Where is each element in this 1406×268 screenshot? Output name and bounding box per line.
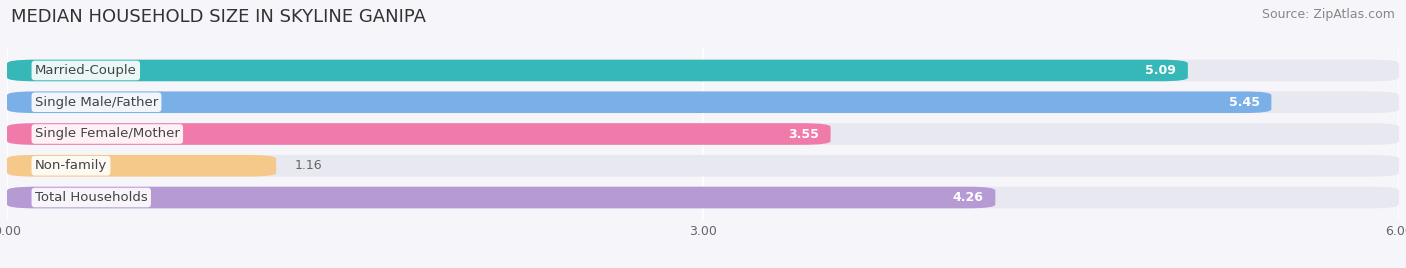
Text: 5.09: 5.09 bbox=[1146, 64, 1177, 77]
FancyBboxPatch shape bbox=[7, 91, 1399, 113]
FancyBboxPatch shape bbox=[7, 123, 831, 145]
Text: MEDIAN HOUSEHOLD SIZE IN SKYLINE GANIPA: MEDIAN HOUSEHOLD SIZE IN SKYLINE GANIPA bbox=[11, 8, 426, 26]
FancyBboxPatch shape bbox=[7, 123, 1399, 145]
FancyBboxPatch shape bbox=[7, 155, 276, 177]
FancyBboxPatch shape bbox=[7, 155, 1399, 177]
FancyBboxPatch shape bbox=[7, 187, 995, 208]
FancyBboxPatch shape bbox=[7, 91, 1271, 113]
Text: 4.26: 4.26 bbox=[953, 191, 984, 204]
Text: Single Male/Father: Single Male/Father bbox=[35, 96, 157, 109]
FancyBboxPatch shape bbox=[7, 187, 1399, 208]
Text: 1.16: 1.16 bbox=[295, 159, 322, 172]
Text: Total Households: Total Households bbox=[35, 191, 148, 204]
Text: Non-family: Non-family bbox=[35, 159, 107, 172]
Text: 5.45: 5.45 bbox=[1229, 96, 1260, 109]
Text: Married-Couple: Married-Couple bbox=[35, 64, 136, 77]
FancyBboxPatch shape bbox=[7, 60, 1188, 81]
Text: 3.55: 3.55 bbox=[789, 128, 818, 140]
Text: Single Female/Mother: Single Female/Mother bbox=[35, 128, 180, 140]
FancyBboxPatch shape bbox=[7, 60, 1399, 81]
Text: Source: ZipAtlas.com: Source: ZipAtlas.com bbox=[1261, 8, 1395, 21]
